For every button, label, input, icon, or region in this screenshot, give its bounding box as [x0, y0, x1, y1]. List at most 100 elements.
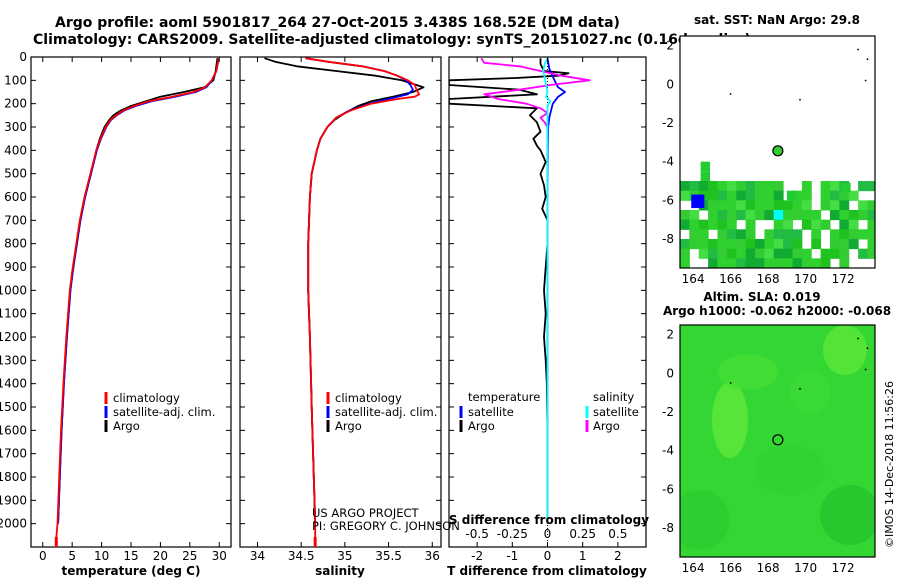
- y-tick-label: 300: [4, 120, 27, 134]
- sst-cell: [858, 200, 868, 211]
- map-y-tick-label: -8: [662, 232, 674, 246]
- sst-cell: [755, 210, 765, 221]
- sst-cell: [783, 248, 793, 259]
- map-x-tick-label: 172: [832, 272, 855, 286]
- sst-cell: [726, 200, 737, 211]
- sst-cell: [689, 210, 700, 221]
- legend-label-s-satellite: satellite: [593, 405, 639, 419]
- x-tick-label: 35.5: [375, 549, 402, 563]
- x-tick-label: 25: [182, 549, 197, 563]
- map-x-tick-label: 164: [682, 561, 705, 575]
- island-dot: [866, 347, 869, 350]
- sst-cell: [792, 210, 803, 221]
- sst-cell: [764, 200, 775, 211]
- x-tick-label: -2: [471, 549, 483, 563]
- sst-cell: [773, 190, 784, 201]
- map-y-tick-label: -8: [662, 521, 674, 535]
- sst-cell: [717, 239, 728, 250]
- sst-cell: [726, 181, 737, 192]
- sst-cell: [700, 171, 710, 181]
- map-x-tick-label: 170: [794, 561, 817, 575]
- sst-cell: [708, 239, 718, 250]
- y-tick-label: 500: [4, 167, 27, 181]
- sst-cell: [783, 219, 793, 230]
- sst-cell: [848, 219, 859, 230]
- legend-label-satellite: satellite-adj. clim.: [113, 405, 215, 419]
- sst-cell: [830, 181, 840, 192]
- legend-label-satellite: satellite-adj. clim.: [335, 405, 437, 419]
- sst-cell: [801, 210, 812, 221]
- sst-cell: [783, 200, 793, 211]
- x-tick-label: 10: [94, 549, 109, 563]
- sst-cell: [736, 181, 747, 192]
- sst-cell: [689, 219, 700, 230]
- sst-cell: [848, 239, 859, 250]
- island-dot: [866, 58, 869, 61]
- sst-cell: [689, 181, 700, 192]
- island-dot: [799, 98, 801, 101]
- y-tick-label: 400: [4, 143, 27, 157]
- sst-cell: [755, 248, 765, 259]
- sst-cell: [689, 239, 700, 250]
- island-dot: [864, 79, 867, 82]
- sst-cell: [820, 181, 831, 192]
- sst-cell: [745, 248, 756, 259]
- y-tick-label: 800: [4, 237, 27, 251]
- sst-cell: [764, 210, 775, 221]
- y-tick-label: 1700: [0, 447, 27, 461]
- sst-cell: [867, 200, 875, 211]
- sst-cell: [708, 210, 718, 221]
- sst-cell: [839, 248, 850, 259]
- sst-cell: [745, 181, 756, 192]
- sst-cell: [726, 258, 737, 268]
- sst-cell: [811, 258, 822, 268]
- sst-cell: [773, 239, 784, 250]
- sst-cell: [811, 219, 822, 230]
- series-line-satellite-adj-clim-: [305, 57, 414, 524]
- sst-cell: [839, 210, 850, 221]
- map-x-tick-label: 166: [719, 272, 742, 286]
- sst-cell: [680, 239, 690, 250]
- x-tick-label: 1: [579, 549, 587, 563]
- sst-cell: [839, 190, 850, 201]
- map-y-tick-label: -6: [662, 482, 674, 496]
- island-dot: [857, 337, 860, 340]
- sst-cell: [698, 229, 709, 240]
- sst-cell: [755, 181, 765, 192]
- series-line-climatology: [305, 57, 421, 538]
- sst-cell: [736, 190, 747, 201]
- sst-cell: [764, 258, 775, 268]
- legend-title-temperature: temperature: [468, 390, 540, 404]
- y-tick-label: 1400: [0, 377, 27, 391]
- sst-cell: [745, 219, 756, 230]
- s-diff-tick-label: 0.5: [608, 527, 627, 541]
- sst-cell: [680, 219, 690, 230]
- x-tick-label: 2: [614, 549, 622, 563]
- map-y-tick-label: 2: [666, 328, 674, 342]
- sst-cell: [726, 229, 737, 240]
- sst-cell: [726, 248, 737, 259]
- salinity-series-group: [264, 57, 425, 547]
- project-annotation-line2: PI: GREGORY C. JOHNSON: [312, 519, 460, 533]
- sst-cell: [801, 258, 812, 268]
- sst-cell: [736, 239, 747, 250]
- map-y-tick-label: -2: [662, 405, 674, 419]
- sst-cell: [764, 190, 775, 201]
- sst-cell: [858, 229, 868, 240]
- sst-cell: [755, 258, 765, 268]
- sst-cell: [717, 229, 728, 240]
- sst-cell: [764, 248, 775, 259]
- temperature-xlabel: temperature (deg C): [62, 564, 201, 578]
- sst-cell: [680, 190, 690, 201]
- sst-cell: [841, 182, 851, 193]
- sst-cell: [792, 190, 803, 201]
- temperature-legend: climatology satellite-adj. clim. Argo: [104, 391, 215, 433]
- sst-cell: [839, 219, 850, 230]
- sst-cell: [792, 200, 803, 211]
- sst-cell: [830, 190, 840, 201]
- argo-location-marker: [772, 434, 784, 446]
- sst-cell: [717, 210, 728, 221]
- sst-cell: [820, 248, 831, 259]
- sst-cell: [708, 219, 718, 230]
- map-y-tick-label: 0: [666, 366, 674, 380]
